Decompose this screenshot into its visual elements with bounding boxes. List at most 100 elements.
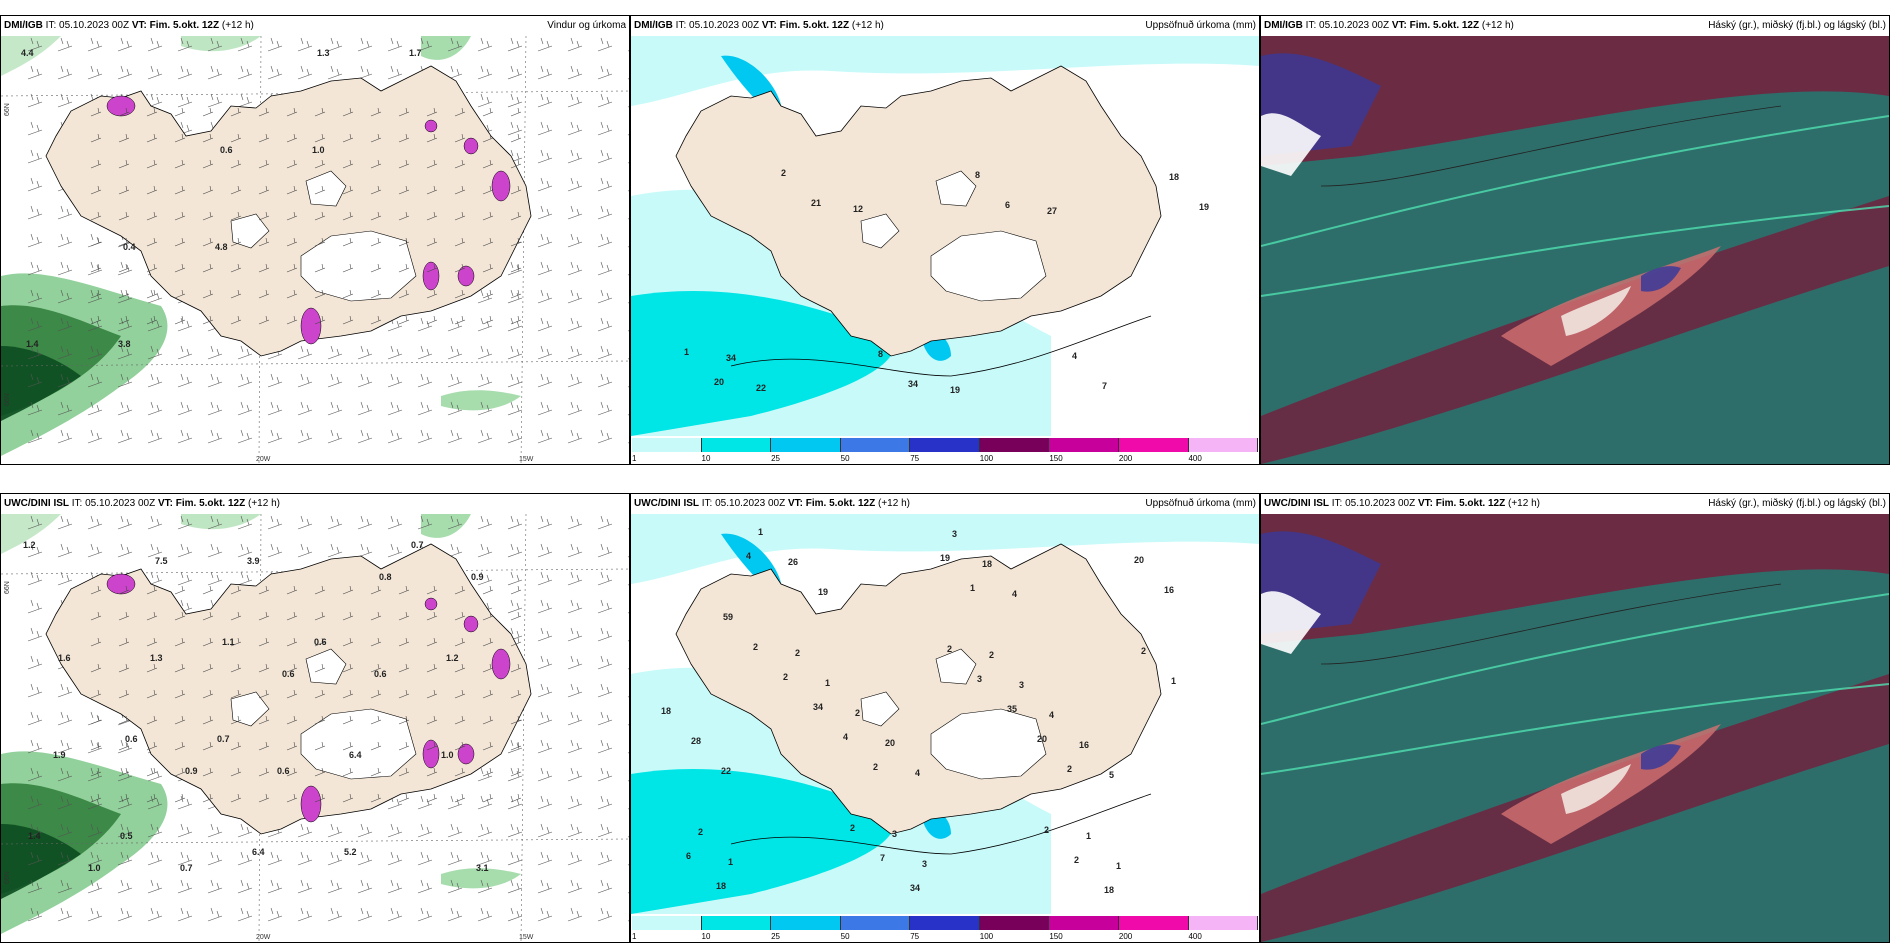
legend-tick-label: 150 <box>1049 932 1063 941</box>
init-time: 05.10.2023 00Z <box>59 20 130 31</box>
legend-swatch <box>771 916 841 930</box>
glacier <box>305 648 347 685</box>
panel-wind-dmi: DMI/IGB IT: 05.10.2023 00Z VT: Fim. 5.ok… <box>0 15 630 465</box>
panel-title: Háský (gr.), miðský (fj.bl.) og lágský (… <box>1708 20 1886 31</box>
valid-time: Fim. 5.okt. 12Z <box>1435 498 1506 509</box>
value-label: 0.9 <box>471 572 484 582</box>
init-prefix: IT: <box>701 498 713 509</box>
value-label: 5.2 <box>344 847 357 857</box>
legend-swatch <box>979 438 1050 452</box>
legend-tick-label: 75 <box>910 454 920 463</box>
legend-swatch <box>1118 916 1189 930</box>
legend-swatch <box>1049 916 1119 930</box>
iceland-landmass <box>675 65 1162 357</box>
value-label: 2 <box>781 168 786 178</box>
value-label: 2 <box>947 644 952 654</box>
map-canvas: 20W 15W 66N 66N 0.7 0.6 0.6 0.9 1.0 0.9 0.6 0.8 3.1 1… <box>1 514 629 942</box>
panel-header: UWC/DINI ISL IT: 05.10.2023 00Z VT: Fim.… <box>1261 494 1889 514</box>
value-label: 3.8 <box>118 339 131 349</box>
legend-tick-label: 25 <box>771 454 781 463</box>
panel-wind-uwc: UWC/DINI ISL IT: 05.10.2023 00Z VT: Fim.… <box>0 493 630 943</box>
value-label: 3 <box>1019 680 1024 690</box>
lead-time: (+12 h) <box>248 498 280 509</box>
init-time: 05.10.2023 00Z <box>85 498 156 509</box>
value-label: 20 <box>1037 734 1047 744</box>
value-label: 1 <box>1086 831 1091 841</box>
legend-swatch <box>1188 438 1259 452</box>
glacier <box>935 170 977 207</box>
value-labels: 2121622194454419202028262018161834343518… <box>661 527 1176 895</box>
legend-tick-label: 100 <box>979 454 994 463</box>
value-label: 0.5 <box>120 831 133 841</box>
lon-label-15w: 15W <box>519 456 534 463</box>
value-label: 2 <box>1067 764 1072 774</box>
value-label: 1.7 <box>409 48 422 58</box>
value-label: 1.4 <box>28 831 41 841</box>
value-label: 26 <box>788 557 798 567</box>
value-label: 0.6 <box>220 145 233 155</box>
value-label: 1 <box>728 857 733 867</box>
legend-tick-label: 400 <box>1188 454 1202 463</box>
legend-tick-label: 1 <box>632 932 637 941</box>
value-label: 1.0 <box>441 750 454 760</box>
legend-swatch <box>979 916 1050 930</box>
legend-tick-label: 100 <box>979 932 994 941</box>
heavy-precip-areas <box>106 95 511 345</box>
panel-title: Uppsöfnuð úrkoma (mm) <box>1145 498 1256 509</box>
model-name: UWC/DINI ISL <box>634 498 699 509</box>
panel-title: Háský (gr.), miðský (fj.bl.) og lágský (… <box>1708 498 1886 509</box>
value-label: 2 <box>989 650 994 660</box>
lat-label-66n: 66N <box>4 581 11 594</box>
valid-time: Fim. 5.okt. 12Z <box>1409 20 1480 31</box>
value-label: 0.6 <box>282 669 295 679</box>
glacier <box>300 708 417 780</box>
value-label: 4 <box>1049 710 1054 720</box>
value-label: 6.4 <box>252 847 265 857</box>
value-label: 19 <box>818 587 828 597</box>
value-label: 6 <box>1005 200 1010 210</box>
value-label: 2 <box>1074 855 1079 865</box>
map-frame: UWC/DINI ISL IT: 05.10.2023 00Z VT: Fim.… <box>0 493 630 943</box>
glacier <box>860 691 900 727</box>
legend-tick-label: 10 <box>701 932 711 941</box>
glacier <box>930 230 1047 302</box>
glacier <box>230 213 270 249</box>
lat-label-66n: 66N <box>4 393 11 406</box>
valid-time: Fim. 5.okt. 12Z <box>805 498 876 509</box>
value-label: 19 <box>1199 202 1209 212</box>
init-prefix: IT: <box>675 20 687 31</box>
map-canvas: 2121622194454419202028262018161834343518… <box>631 514 1259 914</box>
value-label: 3.9 <box>247 556 260 566</box>
value-label: 3 <box>922 859 927 869</box>
model-name: UWC/DINI ISL <box>1264 498 1329 509</box>
model-name: DMI/IGB <box>4 20 43 31</box>
value-label: 59 <box>723 612 733 622</box>
lead-time: (+12 h) <box>221 20 254 31</box>
precip-legend: 1 10 25 50 75 100 150 200 400 <box>631 914 1259 942</box>
panel-title: Uppsöfnuð úrkoma (mm) <box>1145 20 1256 31</box>
model-name: UWC/DINI ISL <box>4 498 69 509</box>
value-labels: 0.7 0.6 0.6 0.9 1.0 0.9 0.6 0.8 3.1 1.9 1.3 3.9 5.2 1… <box>23 540 489 873</box>
value-label: 8 <box>878 349 883 359</box>
heavy-precip-areas <box>106 573 511 823</box>
init-prefix: IT: <box>71 498 83 509</box>
value-label: 2 <box>1141 646 1146 656</box>
value-label: 0.6 <box>314 637 327 647</box>
header-run-info: DMI/IGB IT: 05.10.2023 00Z VT: Fim. 5.ok… <box>1264 16 1514 36</box>
glacier <box>300 230 417 302</box>
legend-tick-label: 50 <box>840 454 850 463</box>
legend-ticks: 1 10 25 50 75 100 150 200 400 <box>632 454 1258 464</box>
panel-header: DMI/IGB IT: 05.10.2023 00Z VT: Fim. 5.ok… <box>631 16 1259 36</box>
value-label: 21 <box>811 198 821 208</box>
cloud-layers <box>1261 36 1889 464</box>
map-frame: UWC/DINI ISL IT: 05.10.2023 00Z VT: Fim.… <box>1260 493 1890 943</box>
value-label: 1.4 <box>26 339 39 349</box>
legend-swatch <box>840 438 911 452</box>
valid-prefix: VT: <box>1417 498 1433 509</box>
value-label: 2 <box>855 708 860 718</box>
value-label: 4 <box>843 732 848 742</box>
value-label: 19 <box>950 385 960 395</box>
iceland-landmass <box>45 543 532 835</box>
lead-time: (+12 h) <box>1508 498 1540 509</box>
